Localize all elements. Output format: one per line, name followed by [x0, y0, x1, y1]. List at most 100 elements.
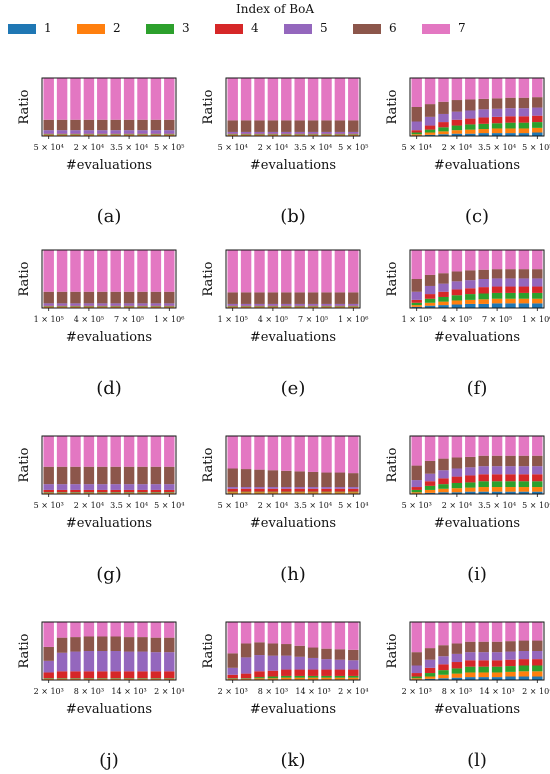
bar-segment — [267, 676, 279, 679]
bar-segment — [532, 78, 543, 98]
bar-segment — [240, 306, 252, 307]
panel-caption: (b) — [280, 206, 306, 227]
bar-segment — [240, 292, 252, 304]
bar-segment — [97, 671, 108, 679]
bar-segment — [150, 130, 162, 134]
bar-segment — [43, 134, 54, 136]
bar-segment — [438, 470, 449, 479]
bar-segment — [227, 622, 238, 654]
bar-segment — [491, 677, 503, 680]
bar-segment — [465, 124, 476, 130]
y-axis-label: Ratio — [385, 89, 400, 124]
x-tick-label: 5 × 10⁴ — [218, 143, 248, 152]
bar-segment — [505, 666, 516, 672]
bar-segment — [240, 678, 252, 679]
bar-segment — [164, 637, 175, 653]
bar-segment — [518, 481, 530, 488]
bar-segment — [281, 292, 292, 304]
bar-segment — [70, 133, 81, 135]
x-tick-label: 5 × 10⁴ — [34, 143, 64, 152]
bar-segment — [294, 677, 305, 680]
bar-segment — [491, 250, 503, 270]
bar-segment — [70, 305, 81, 307]
bar-segment — [137, 637, 148, 652]
bar-segment — [411, 652, 422, 666]
bar-segment — [110, 651, 121, 672]
bar-segment — [123, 622, 135, 638]
bar-segment — [43, 484, 54, 490]
bar-segment — [123, 436, 135, 467]
bar-segment — [267, 305, 279, 307]
axes-frame — [409, 435, 545, 495]
bar-segment — [348, 292, 359, 304]
x-tick-label: 5 × 10⁵ — [338, 143, 368, 152]
bar-segment — [348, 677, 359, 680]
bar-segment — [334, 292, 346, 304]
bar-segment — [43, 678, 54, 679]
bar-segment — [70, 119, 81, 131]
bar-segment — [294, 622, 305, 646]
bar-segment — [123, 492, 135, 494]
bar-segment — [56, 678, 68, 680]
legend-title: Index of BoA — [235, 2, 315, 16]
bar-segment — [532, 122, 543, 128]
bar-segment — [438, 101, 449, 114]
y-axis-label: Ratio — [17, 633, 32, 668]
bar-segment — [307, 120, 319, 132]
bar-segment — [438, 250, 449, 274]
bar-segment — [478, 129, 489, 134]
bar-segment — [83, 303, 95, 306]
bar-segment — [97, 636, 108, 651]
bar-segment — [164, 436, 175, 467]
bar-segment — [518, 303, 530, 308]
bar-segment — [150, 436, 162, 467]
bar-segment — [56, 133, 68, 135]
bar-segment — [56, 671, 68, 679]
bar-segment — [70, 134, 81, 136]
bar-segment — [424, 436, 436, 461]
bar-segment — [465, 250, 476, 271]
x-tick-label: 1 × 10⁵ — [218, 315, 248, 324]
bar-segment — [478, 287, 489, 294]
bar-segment — [451, 300, 463, 305]
axes-frame — [409, 249, 545, 309]
legend-label-2: 2 — [113, 21, 121, 35]
bar-segment — [267, 470, 279, 488]
x-tick-label: 8 × 10³ — [74, 687, 104, 696]
x-tick-label: 2 × 10⁴ — [522, 687, 550, 696]
bar-segment — [491, 660, 503, 667]
bar-segment — [451, 488, 463, 493]
bar-segment — [43, 291, 54, 304]
bar-segment — [438, 622, 449, 646]
bar-segment — [83, 678, 95, 679]
bar-segment — [137, 119, 148, 131]
x-tick-label: 2 × 10⁴ — [74, 143, 104, 152]
bar-segment — [465, 487, 476, 492]
bar-segment — [478, 622, 489, 642]
bar-segment — [227, 134, 238, 135]
bar-segment — [411, 132, 422, 135]
bar-segment — [334, 649, 346, 660]
x-tick-label: 5 × 10⁴ — [522, 501, 550, 510]
bar-segment — [478, 487, 489, 492]
bar-segment — [518, 474, 530, 482]
bar-segment — [307, 491, 319, 493]
bar-segment — [465, 78, 476, 100]
bar-segment — [334, 488, 346, 492]
bar-segment — [465, 294, 476, 300]
panel-a: 5 × 10⁴ 2 × 10⁴ 3.5 × 10⁴ 5 × 10⁵#evaluatio… — [17, 77, 184, 227]
bar-segment — [123, 78, 135, 120]
bar-segment — [56, 305, 68, 307]
x-tick-label: 2 × 10⁴ — [442, 143, 472, 152]
bar-segment — [150, 133, 162, 135]
y-axis-label: Ratio — [17, 261, 32, 296]
bar-segment — [110, 119, 121, 131]
bar-segment — [424, 492, 436, 494]
bar-segment — [97, 119, 108, 131]
bar-segment — [43, 678, 54, 680]
bar-segment — [518, 250, 530, 270]
bar-segment — [532, 132, 543, 136]
bar-segment — [70, 291, 81, 304]
bar-segment — [267, 250, 279, 293]
bar-segment — [43, 303, 54, 306]
